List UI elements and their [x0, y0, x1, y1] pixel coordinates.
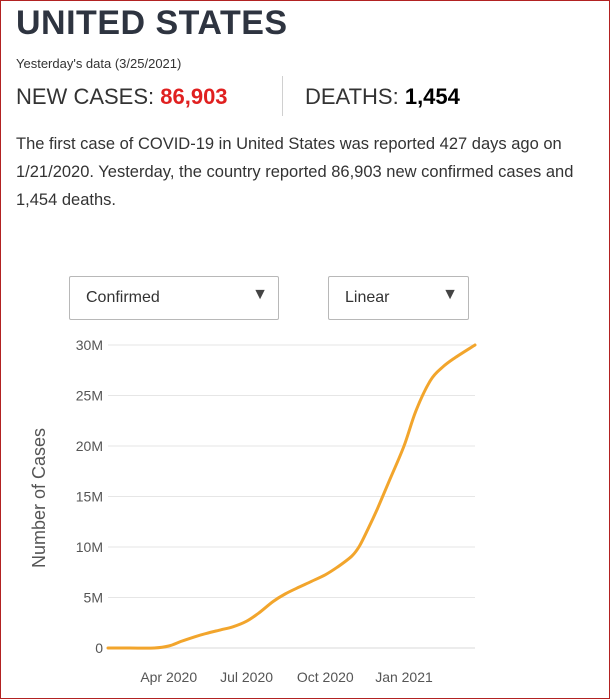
- deaths-stat: DEATHS: 1,454: [305, 84, 460, 110]
- chevron-down-icon: ▼: [252, 286, 268, 303]
- x-tick-label: Jan 2021: [375, 669, 433, 685]
- deaths-value: 1,454: [404, 84, 460, 109]
- x-tick-label: Oct 2020: [297, 669, 354, 685]
- y-tick-label: 5M: [84, 590, 103, 606]
- y-tick-label: 10M: [76, 539, 103, 555]
- x-axis-ticks: Apr 2020 Jul 2020 Oct 2020 Jan 2021: [140, 669, 433, 685]
- y-tick-label: 20M: [76, 438, 103, 454]
- new-cases-label: NEW CASES:: [16, 84, 161, 109]
- cases-line-chart: 0 5M 10M 15M 20M 25M 30M Apr 2020 Jul 2020 Oct 2…: [29, 337, 477, 685]
- chart-gridlines: [108, 344, 475, 649]
- scale-select[interactable]: Linear ▼: [328, 276, 469, 320]
- y-tick-label: 15M: [76, 489, 103, 505]
- data-date-subtitle: Yesterday's data (3/25/2021): [16, 56, 182, 71]
- page-title: UNITED STATES: [16, 4, 288, 42]
- series-line: [106, 343, 477, 650]
- deaths-label: DEATHS:: [305, 84, 405, 109]
- stat-divider: [282, 76, 283, 116]
- y-axis-ticks: 0 5M 10M 15M 20M 25M 30M: [76, 337, 103, 656]
- metric-select-value: Confirmed: [86, 289, 160, 306]
- x-tick-label: Apr 2020: [140, 669, 197, 685]
- chevron-down-icon: ▼: [442, 286, 458, 303]
- new-cases-stat: NEW CASES: 86,903: [16, 84, 228, 110]
- metric-select[interactable]: Confirmed ▼: [69, 276, 279, 320]
- new-cases-value: 86,903: [160, 84, 228, 109]
- y-tick-label: 25M: [76, 388, 103, 404]
- summary-text: The first case of COVID-19 in United Sta…: [16, 135, 574, 209]
- y-tick-label: 0: [95, 640, 103, 656]
- x-tick-label: Jul 2020: [220, 669, 273, 685]
- y-axis-label: Number of Cases: [29, 428, 49, 568]
- scale-select-value: Linear: [345, 289, 390, 306]
- y-tick-label: 30M: [76, 337, 103, 353]
